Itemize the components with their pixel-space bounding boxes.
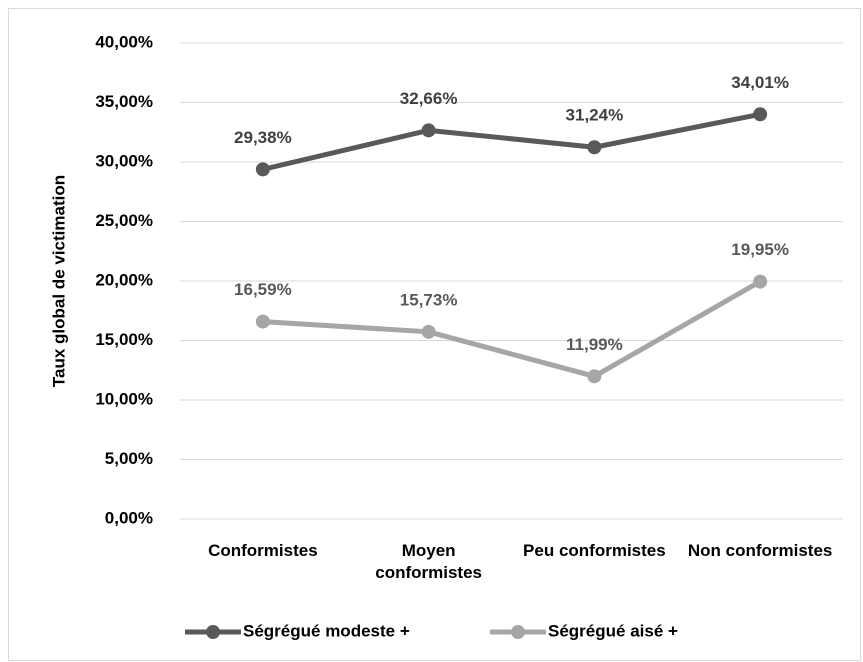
data-label: 31,24% [566,106,624,125]
marker [255,314,270,329]
y-tick-label: 0,00% [105,508,153,527]
data-label: 34,01% [731,73,789,92]
x-tick-label: Peu conformistes [523,541,666,560]
data-label: 15,73% [400,290,458,309]
y-tick-label: 15,00% [95,330,153,349]
y-tick-label: 25,00% [95,211,153,230]
marker [753,274,768,289]
x-tick-label: Moyen conformistes [375,541,482,582]
y-axis-title: Taux global de victimation [49,175,68,387]
y-tick-label: 35,00% [95,92,153,111]
y-tick-label: 5,00% [105,449,153,468]
marker [587,369,602,384]
data-label: 11,99% [566,335,623,354]
y-tick-label: 10,00% [95,389,153,408]
line [262,111,761,172]
legend-marker [511,625,525,639]
y-tick-label: 30,00% [95,151,153,170]
data-label: 19,95% [731,240,789,259]
marker [421,324,436,339]
data-label: 29,38% [234,128,292,147]
legend-label: Ségrégué modeste + [243,621,410,640]
legend-marker [206,625,220,639]
marker [255,162,270,177]
y-tick-label: 20,00% [95,270,153,289]
legend-label: Ségrégué aisé + [548,621,678,640]
y-tick-label: 40,00% [95,32,153,51]
x-tick-label: Conformistes [208,541,318,560]
marker [753,107,768,122]
marker [587,140,602,155]
marker [421,123,436,138]
chart-border [8,8,861,661]
x-tick-label: Non conformistes [687,541,833,560]
line [262,279,762,379]
data-label: 32,66% [400,89,458,108]
data-label: 16,59% [234,280,292,299]
